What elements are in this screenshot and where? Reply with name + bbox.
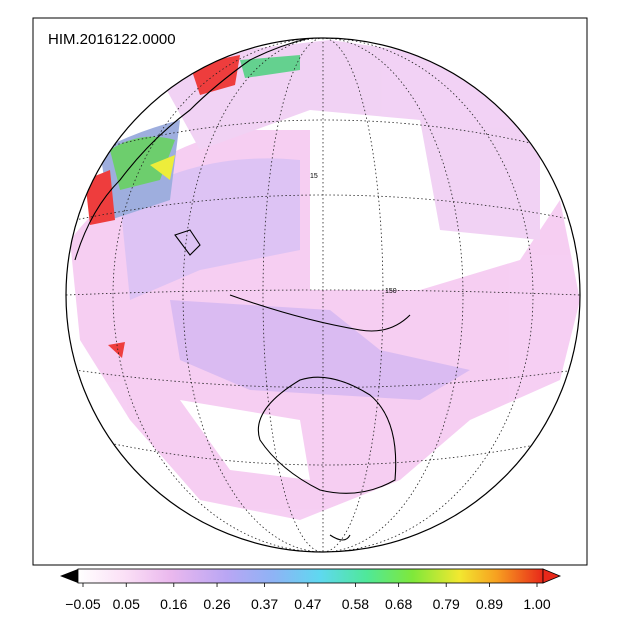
colorbar-tick-label: 0.47 — [294, 596, 321, 612]
colorbar — [60, 568, 562, 584]
colorbar-tick-label: 0.37 — [251, 596, 278, 612]
colorbar-tick-label: 0.05 — [113, 596, 140, 612]
graticule — [66, 38, 580, 552]
colorbar-tick-label: −0.05 — [65, 596, 101, 612]
colorbar-tick-label: 0.79 — [433, 596, 460, 612]
map-frame — [32, 17, 588, 566]
colorbar-tick-label: 0.89 — [476, 596, 503, 612]
colorbar-tick-label: 1.00 — [523, 596, 550, 612]
colorbar-tick-label: 0.16 — [160, 596, 187, 612]
coastlines — [74, 38, 411, 541]
globe — [66, 38, 580, 552]
grid-label: 150 — [385, 288, 397, 295]
colorbar-tick-label: 0.26 — [203, 596, 230, 612]
grid-label: 15 — [310, 173, 318, 180]
colorbar-tick-label: 0.58 — [342, 596, 369, 612]
globe-outline — [65, 37, 581, 553]
colorbar-tick-label: 0.68 — [385, 596, 412, 612]
data-field — [70, 40, 580, 520]
map-title: HIM.2016122.0000 — [48, 31, 176, 48]
